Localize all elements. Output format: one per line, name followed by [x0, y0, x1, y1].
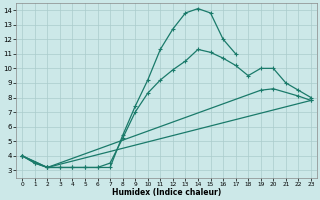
X-axis label: Humidex (Indice chaleur): Humidex (Indice chaleur) [112, 188, 221, 197]
